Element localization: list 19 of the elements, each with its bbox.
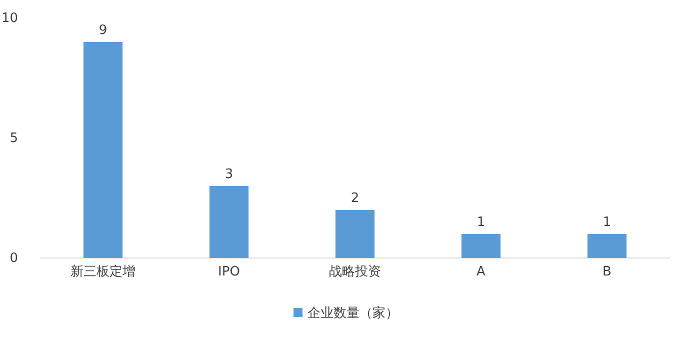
data-label: 2 — [350, 191, 360, 206]
bar — [461, 234, 501, 258]
y-tick-label: 10 — [1, 11, 18, 26]
data-label: 3 — [224, 167, 234, 182]
x-tick-label: A — [476, 264, 486, 280]
data-label: 9 — [98, 23, 108, 38]
y-tick-label: 0 — [10, 251, 18, 266]
bar — [335, 210, 375, 258]
x-tick-label: IPO — [218, 264, 240, 280]
y-tick-label: 5 — [10, 131, 18, 146]
data-label: 1 — [602, 215, 612, 230]
legend-label: 企业数量（家） — [308, 305, 398, 321]
x-tick-label: 新三板定增 — [70, 264, 136, 280]
bar — [209, 186, 249, 258]
data-label: 1 — [476, 215, 486, 230]
x-tick-label: 战略投资 — [329, 264, 381, 280]
x-tick-label: B — [602, 264, 612, 280]
bar — [83, 42, 123, 258]
bar — [587, 234, 627, 258]
